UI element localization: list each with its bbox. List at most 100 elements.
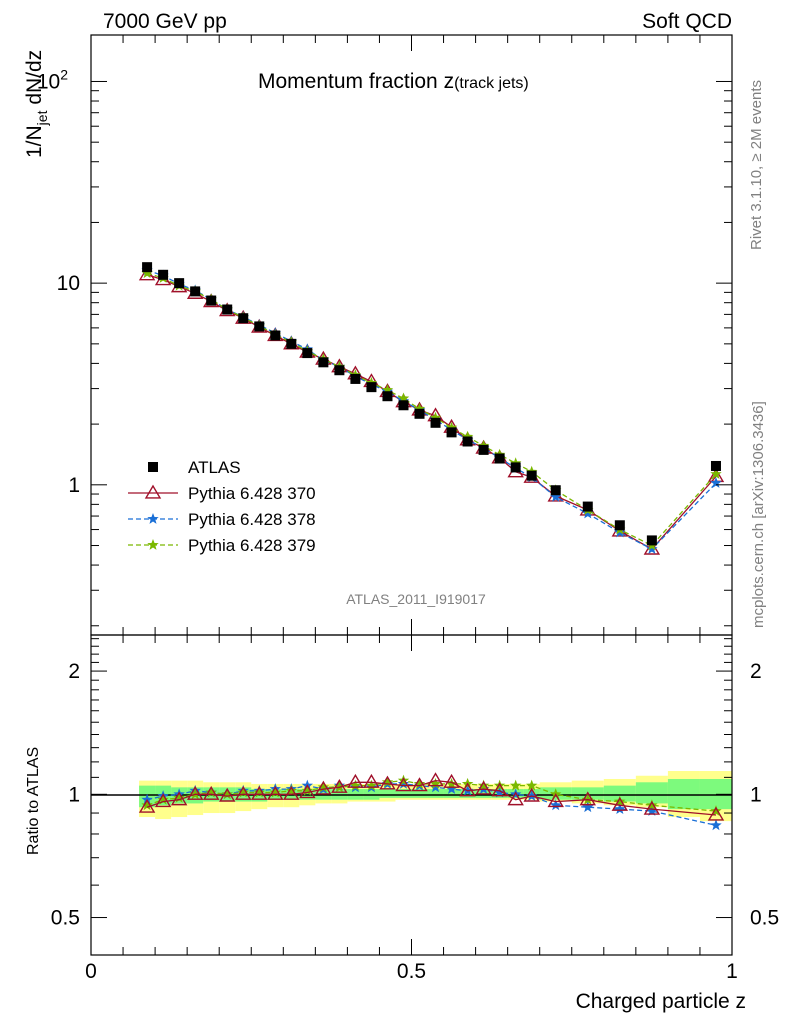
y-tick-label: 102 bbox=[37, 66, 68, 93]
data-point bbox=[141, 267, 153, 279]
side-text-bottom: mcplots.cern.ch [arXiv:1306.3436] bbox=[750, 401, 767, 628]
x-axis-label: Charged particle z bbox=[576, 990, 746, 1013]
series-atlas bbox=[142, 262, 721, 546]
ratio-point bbox=[429, 781, 442, 793]
ratio-point bbox=[523, 787, 540, 802]
side-text-top: Rivet 3.1.10, ≥ 2M events bbox=[748, 80, 765, 250]
data-point bbox=[174, 278, 185, 289]
data-point bbox=[318, 357, 329, 368]
ratio-point bbox=[331, 778, 348, 793]
data-point bbox=[582, 501, 593, 512]
data-point bbox=[238, 313, 249, 324]
band-inner bbox=[459, 789, 476, 798]
y-tick-label: 10 bbox=[57, 272, 80, 295]
ratio-point bbox=[643, 800, 661, 815]
y-label-tail: dN/dz bbox=[23, 50, 46, 111]
data-point bbox=[414, 408, 425, 419]
data-point bbox=[413, 402, 426, 414]
ratio-point bbox=[459, 782, 476, 797]
data-point bbox=[190, 286, 201, 297]
y-tick-label-base: 10 bbox=[37, 70, 60, 93]
ratio-point bbox=[477, 779, 490, 791]
ratio-point bbox=[614, 803, 626, 814]
series-line-pythia-6-428-379 bbox=[146, 272, 717, 547]
band-inner bbox=[427, 789, 444, 798]
legend: ATLAS Pythia 6.428 370 Pythia 6.428 378 Pyt… bbox=[128, 458, 316, 555]
ratio-point bbox=[526, 779, 538, 791]
ratio-point bbox=[221, 788, 233, 800]
data-point bbox=[461, 430, 474, 442]
data-point bbox=[382, 391, 393, 402]
ratio-point bbox=[283, 785, 300, 800]
ratio-point bbox=[363, 773, 380, 788]
ratio-point bbox=[315, 780, 332, 795]
data-point bbox=[478, 444, 489, 455]
data-point bbox=[206, 295, 217, 306]
plot-title-main: Momentum fraction z bbox=[258, 70, 454, 93]
band-inner bbox=[603, 785, 636, 802]
data-point bbox=[582, 507, 594, 519]
main-y-axis-label: 1/Njet dN/dz bbox=[23, 50, 50, 158]
data-point bbox=[430, 417, 441, 428]
ratio-point bbox=[427, 772, 444, 787]
legend-marker bbox=[147, 539, 159, 550]
ratio-point bbox=[710, 805, 722, 816]
ratio-point bbox=[138, 798, 156, 813]
ratio-y-tick-labels: 0.5 0.5 1 1 2 2 bbox=[51, 660, 779, 929]
band-inner bbox=[667, 778, 700, 810]
ratio-point bbox=[365, 779, 378, 791]
ratio-point bbox=[218, 787, 236, 802]
ratio-point bbox=[611, 796, 629, 811]
data-point bbox=[710, 468, 722, 479]
ratio-point bbox=[347, 773, 364, 788]
data-point bbox=[710, 460, 721, 471]
legend-marker bbox=[144, 484, 162, 499]
legend-entry-pythia-6-428-379: Pythia 6.428 379 bbox=[128, 536, 316, 555]
main-plot-content bbox=[138, 262, 725, 555]
ratio-point bbox=[381, 776, 394, 788]
plot-title: Momentum fraction z(track jets) bbox=[258, 70, 529, 93]
data-point bbox=[398, 400, 409, 411]
x-tick-label: 1 bbox=[726, 960, 738, 983]
data-point bbox=[158, 269, 169, 280]
ratio-point bbox=[547, 793, 564, 808]
ratio-point bbox=[413, 777, 426, 789]
band-inner bbox=[443, 789, 460, 798]
legend-label: Pythia 6.428 378 bbox=[188, 510, 316, 529]
ratio-point bbox=[510, 779, 522, 791]
ratio-series-pythia-6-428-379 bbox=[141, 774, 722, 816]
legend-entry-pythia-6-428-378: Pythia 6.428 378 bbox=[128, 510, 316, 529]
data-point bbox=[142, 262, 153, 273]
ratio-point bbox=[395, 777, 412, 792]
ratio-point bbox=[614, 795, 626, 807]
ratio-point bbox=[154, 793, 172, 808]
ratio-axis-ticks bbox=[90, 635, 733, 955]
ratio-point bbox=[379, 775, 396, 790]
data-point bbox=[222, 304, 233, 315]
ratio-point bbox=[269, 786, 281, 798]
data-point bbox=[254, 321, 265, 332]
ratio-series-pythia-6-428-370 bbox=[138, 772, 725, 821]
ratio-point bbox=[235, 785, 252, 800]
data-point bbox=[381, 384, 394, 395]
data-point bbox=[510, 462, 521, 473]
ratio-point bbox=[429, 777, 442, 789]
ratio-point bbox=[646, 805, 658, 816]
main-axis-ticks bbox=[90, 35, 733, 635]
data-point bbox=[366, 382, 377, 393]
data-point bbox=[646, 543, 658, 554]
ratio-point bbox=[251, 785, 268, 800]
ratio-point bbox=[205, 786, 217, 798]
ratio-point bbox=[317, 781, 330, 793]
data-point bbox=[334, 365, 345, 376]
band-inner bbox=[635, 782, 668, 804]
band-inner bbox=[379, 789, 396, 798]
plot-title-sub: (track jets) bbox=[454, 75, 529, 92]
ratio-point bbox=[445, 783, 458, 794]
ratio-point bbox=[579, 791, 596, 806]
data-point bbox=[302, 348, 313, 359]
ratio-point bbox=[475, 780, 492, 795]
data-point bbox=[429, 411, 442, 423]
